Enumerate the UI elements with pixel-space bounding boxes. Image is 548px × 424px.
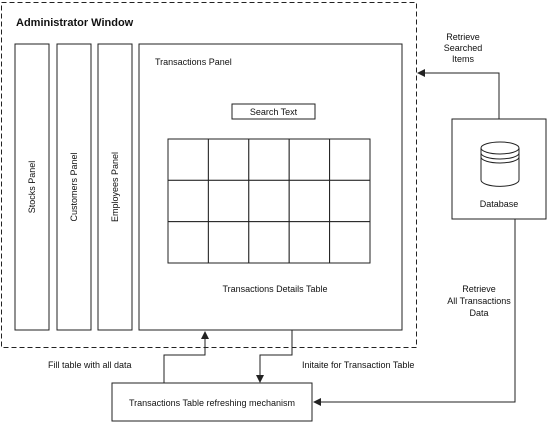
table-cell [248, 138, 290, 181]
retrieve-all-label-1: Retrieve [462, 284, 496, 294]
transactions-details-table [167, 138, 371, 264]
retrieve-all-label-3: Data [469, 308, 488, 318]
table-cell [288, 138, 331, 181]
table-cell [329, 221, 371, 264]
table-cell [167, 179, 209, 223]
retrieve-all-connector [320, 219, 516, 403]
administrator-window [1, 2, 417, 348]
employees-panel-label: Employees Panel [110, 152, 120, 222]
retrieve-searched-arrowhead [417, 69, 425, 77]
retrieve-all-label-2: All Transactions [447, 296, 511, 306]
table-cell [207, 138, 250, 181]
table-cell [329, 138, 371, 181]
initiate-connector [259, 330, 293, 376]
retrieve-all-arrowhead [313, 398, 321, 406]
refreshing-mechanism-label: Transactions Table refreshing mechanism [129, 398, 295, 408]
table-cell [207, 221, 250, 264]
stocks-panel-label: Stocks Panel [27, 161, 37, 214]
table-cell [167, 221, 209, 264]
table-cell [167, 138, 209, 181]
search-text-box [231, 103, 316, 120]
retrieve-searched-label-2: Searched [444, 43, 483, 53]
retrieve-searched-label-3: Items [452, 54, 475, 64]
table-cell [248, 221, 290, 264]
customers-panel [56, 43, 92, 331]
table-cell [248, 179, 290, 223]
retrieve-searched-label-1: Retrieve [446, 32, 480, 42]
administrator-window-title: Administrator Window [16, 17, 134, 29]
fill-table-connector [163, 338, 206, 383]
fill-table-label: Fill table with all data [48, 360, 132, 370]
search-text-label: Search Text [250, 107, 298, 117]
table-cell [329, 179, 371, 223]
database-icon [480, 141, 520, 187]
initiate-label: Initaite for Transaction Table [302, 360, 414, 370]
refreshing-mechanism-box [111, 382, 313, 422]
employees-panel [97, 43, 133, 331]
database-label: Database [480, 199, 519, 209]
retrieve-searched-connector [424, 72, 500, 119]
initiate-arrowhead [256, 375, 264, 383]
customers-panel-label: Customers Panel [69, 152, 79, 221]
table-cell [207, 179, 250, 223]
table-cell [288, 179, 331, 223]
stocks-panel [14, 43, 50, 331]
fill-table-arrowhead [201, 331, 209, 339]
table-cell [288, 221, 331, 264]
transactions-panel-title: Transactions Panel [155, 57, 232, 67]
transactions-details-table-label: Transactions Details Table [222, 284, 327, 294]
